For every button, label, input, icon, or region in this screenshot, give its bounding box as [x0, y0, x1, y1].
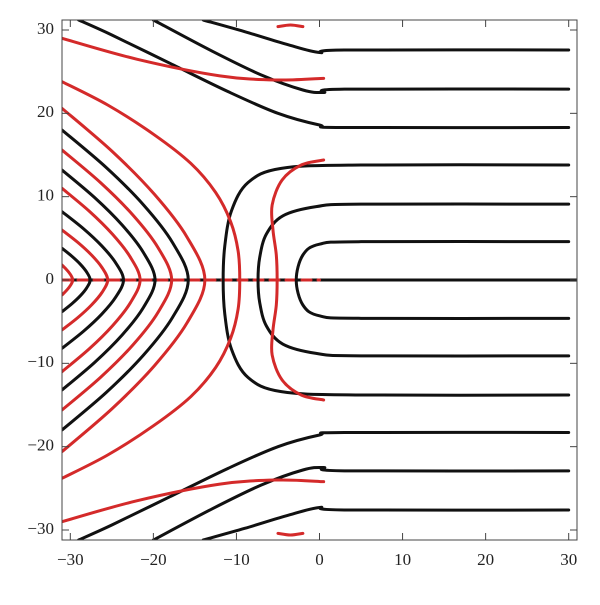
y-tick-label: −10 [27, 352, 54, 371]
x-tick-label: 10 [394, 550, 411, 569]
x-tick-label: 20 [477, 550, 494, 569]
contour-line [270, 158, 326, 402]
contour-line [62, 478, 326, 524]
y-tick-label: 0 [46, 269, 55, 288]
contour-line [62, 228, 110, 332]
contour-line [62, 128, 190, 432]
contour-line [276, 23, 305, 29]
x-tick-label: −20 [140, 550, 167, 569]
contour-line [276, 531, 305, 537]
contour-line [62, 36, 326, 82]
contour-line [62, 168, 157, 392]
contour-line [62, 186, 142, 374]
contour-line [201, 505, 571, 540]
x-tick-label: −30 [57, 550, 84, 569]
y-tick-label: −20 [27, 436, 54, 455]
contour-line [151, 20, 571, 95]
contour-line [151, 465, 571, 540]
contour-line [201, 20, 571, 55]
contour-line [62, 210, 125, 350]
y-tick-label: −30 [27, 519, 54, 538]
contour-line [221, 163, 571, 397]
plot-area [62, 20, 577, 540]
y-tick-label: 30 [37, 19, 54, 38]
x-tick-label: 0 [315, 550, 324, 569]
contour-line [62, 80, 242, 480]
x-tick-label: −10 [223, 550, 250, 569]
contour-line [62, 148, 174, 412]
y-tick-label: 20 [37, 102, 54, 121]
x-tick-label: 30 [560, 550, 577, 569]
contour-line [294, 239, 571, 321]
y-tick-label: 10 [37, 186, 54, 205]
contour-line [62, 106, 207, 454]
contour-line [62, 246, 92, 314]
contour-line [77, 430, 571, 540]
contour-line [256, 202, 571, 358]
contour-line [62, 263, 75, 297]
contour-line [77, 20, 571, 130]
